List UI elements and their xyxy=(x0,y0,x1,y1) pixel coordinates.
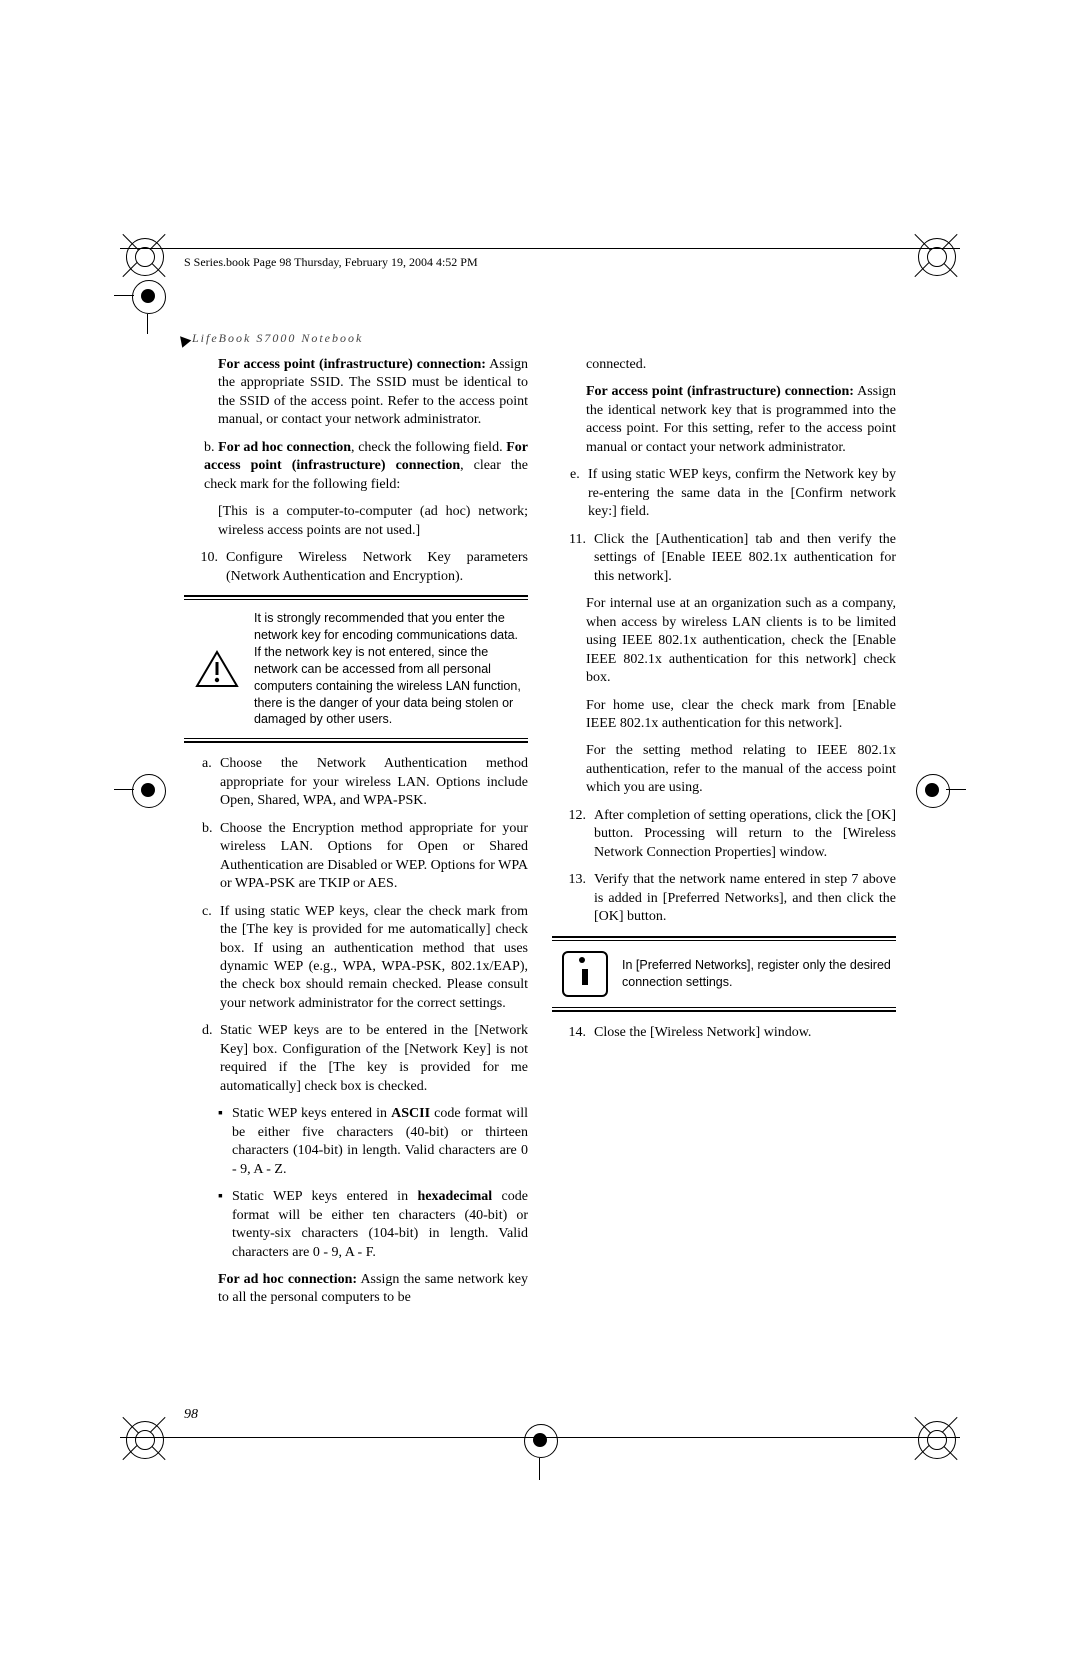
run-text: Static WEP keys entered in hexadecimal c… xyxy=(232,1188,528,1262)
run-text: Choose the Encryption method appropriate… xyxy=(220,820,528,894)
right-column: connected. For access point (infrastruct… xyxy=(552,356,896,1317)
top-rule xyxy=(120,248,960,249)
list-marker: 14. xyxy=(552,1024,594,1042)
run-text: Static WEP keys entered in ASCII code fo… xyxy=(232,1105,528,1179)
list-marker: b. xyxy=(204,440,218,455)
list-marker: 12. xyxy=(552,807,594,862)
crop-mark-icon xyxy=(520,1420,560,1460)
list-item: ▪ Static WEP keys entered in ASCII code … xyxy=(184,1105,528,1179)
run-bold: For ad hoc connection: xyxy=(218,1272,357,1287)
list-marker: d. xyxy=(202,1022,220,1096)
run-text: After completion of setting operations, … xyxy=(594,807,896,862)
list-item: b. Choose the Encryption method appropri… xyxy=(184,820,528,894)
list-item: 13. Verify that the network name entered… xyxy=(552,871,896,926)
registration-mark-icon xyxy=(910,230,962,282)
paragraph: [This is a computer-to-computer (ad hoc)… xyxy=(184,503,528,540)
list-item: c. If using static WEP keys, clear the c… xyxy=(184,903,528,1014)
crop-mark-icon xyxy=(912,770,952,810)
paragraph: For the setting method relating to IEEE … xyxy=(552,742,896,797)
list-item: 14. Close the [Wireless Network] window. xyxy=(552,1024,896,1042)
paragraph: b. For ad hoc connection, check the foll… xyxy=(184,439,528,494)
run-bold: For ad hoc connection xyxy=(218,440,351,455)
list-marker: 13. xyxy=(552,871,594,926)
manual-page: S Series.book Page 98 Thursday, February… xyxy=(0,0,1080,1669)
warning-triangle-icon xyxy=(194,650,240,688)
paragraph: For home use, clear the check mark from … xyxy=(552,697,896,734)
list-item: ▪ Static WEP keys entered in hexadecimal… xyxy=(184,1188,528,1262)
run-text: Static WEP keys are to be entered in the… xyxy=(220,1022,528,1096)
paragraph: For internal use at an organization such… xyxy=(552,595,896,687)
page-number: 98 xyxy=(184,1407,198,1423)
list-item: a. Choose the Network Authentication met… xyxy=(184,755,528,810)
list-item: d. Static WEP keys are to be entered in … xyxy=(184,1022,528,1096)
info-callout: In [Preferred Networks], register only t… xyxy=(552,936,896,1012)
bullet-icon: ▪ xyxy=(218,1188,232,1262)
registration-mark-icon xyxy=(118,1413,170,1465)
paragraph: For ad hoc connection: Assign the same n… xyxy=(184,1271,528,1308)
run-text: , check the following field. xyxy=(351,440,506,455)
list-marker: 10. xyxy=(184,549,226,586)
run-text: Choose the Network Authentication method… xyxy=(220,755,528,810)
list-item: 11. Click the [Authentication] tab and t… xyxy=(552,531,896,586)
list-marker: 11. xyxy=(552,531,594,586)
run-text: Click the [Authentication] tab and then … xyxy=(594,531,896,586)
pdf-header-line: S Series.book Page 98 Thursday, February… xyxy=(184,255,478,270)
run-text: If using static WEP keys, clear the chec… xyxy=(220,903,528,1014)
body-columns: For access point (infrastructure) connec… xyxy=(184,356,896,1317)
run-bold: For access point (infrastructure) connec… xyxy=(218,357,486,372)
info-icon xyxy=(562,951,608,997)
list-marker: a. xyxy=(202,755,220,810)
registration-mark-icon xyxy=(118,230,170,282)
left-column: For access point (infrastructure) connec… xyxy=(184,356,528,1317)
paragraph: For access point (infrastructure) connec… xyxy=(184,356,528,430)
list-item: e. If using static WEP keys, confirm the… xyxy=(552,466,896,521)
crop-mark-icon xyxy=(128,770,168,810)
list-marker: b. xyxy=(202,820,220,894)
list-marker: c. xyxy=(202,903,220,1014)
run-text: Close the [Wireless Network] window. xyxy=(594,1024,896,1042)
list-marker: e. xyxy=(570,466,588,521)
registration-mark-icon xyxy=(910,1413,962,1465)
run-text: Verify that the network name entered in … xyxy=(594,871,896,926)
paragraph: connected. xyxy=(552,356,896,374)
run-text: Configure Wireless Network Key parameter… xyxy=(226,549,528,586)
info-text: In [Preferred Networks], register only t… xyxy=(622,957,892,991)
warning-text: It is strongly recommended that you ente… xyxy=(254,610,524,728)
running-head: LifeBook S7000 Notebook xyxy=(192,331,363,346)
crop-mark-icon xyxy=(128,276,168,316)
bullet-icon: ▪ xyxy=(218,1105,232,1179)
running-head-arrow-icon xyxy=(177,336,192,350)
run-bold: For access point (infrastructure) connec… xyxy=(586,384,854,399)
run-text: If using static WEP keys, confirm the Ne… xyxy=(588,466,896,521)
warning-callout: It is strongly recommended that you ente… xyxy=(184,595,528,743)
list-item: 12. After completion of setting operatio… xyxy=(552,807,896,862)
list-item: 10. Configure Wireless Network Key param… xyxy=(184,549,528,586)
paragraph: For access point (infrastructure) connec… xyxy=(552,383,896,457)
bottom-rule xyxy=(120,1437,960,1438)
